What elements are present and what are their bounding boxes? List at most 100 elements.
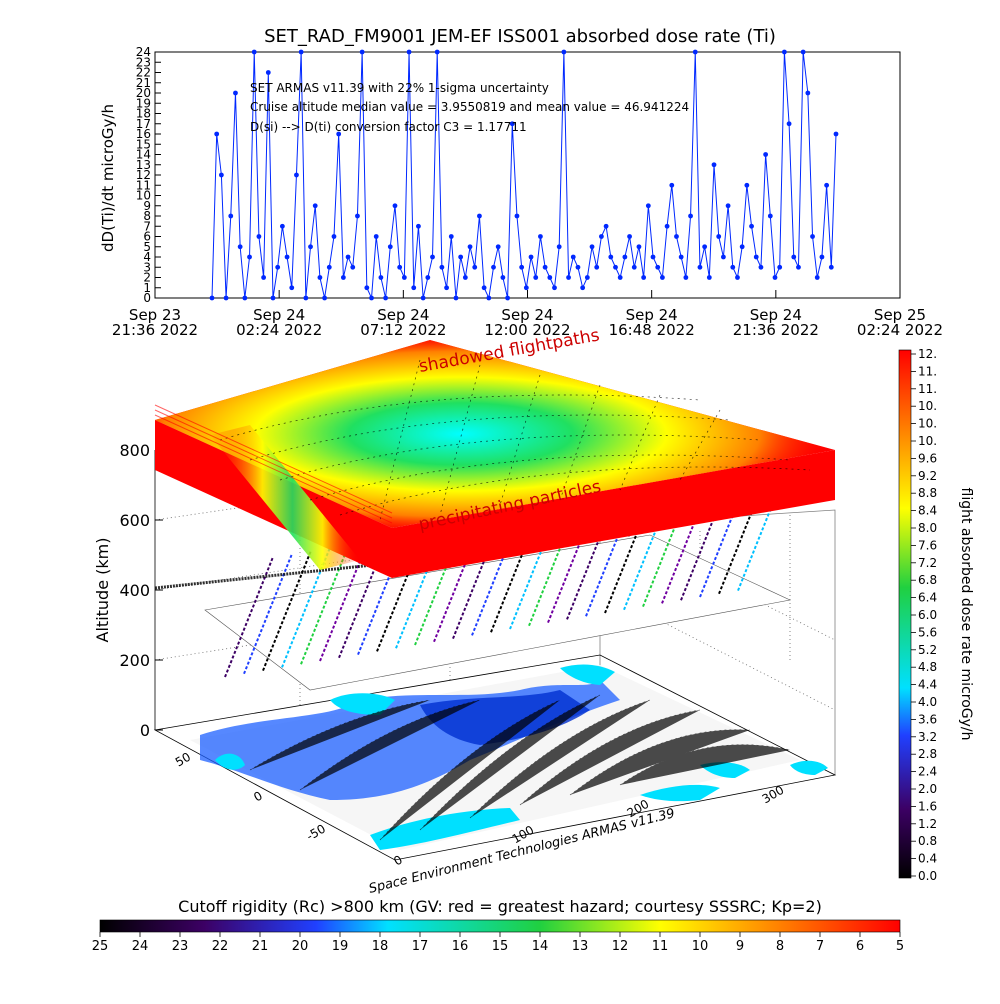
dose-rate-point [218, 172, 224, 178]
dose-rate-point [636, 244, 642, 250]
rigidity-tick-label: 20 [292, 939, 309, 954]
rigidity-tick-label: 13 [572, 939, 589, 954]
dose-rate-point [284, 254, 290, 260]
lon-tick-0: 0 [391, 853, 405, 869]
cutoff-rigidity-colorbar-ticks: 25 24 23 22 21 20 19 18 17 16 15 14 13 12 11 10 9 8 7 6 5 [92, 932, 904, 954]
y-tick-label: 20 [136, 86, 151, 100]
dose-rate-point [228, 213, 234, 219]
dose-rate-point [697, 264, 703, 270]
floor-map [190, 664, 828, 850]
altitude-tick-label: 200 [119, 651, 150, 670]
dose-rate-point [777, 264, 783, 270]
dose-rate-point [505, 295, 510, 301]
dose-rate-point [312, 203, 318, 209]
dose-rate-point [326, 264, 332, 270]
y-tick-label: 6 [143, 230, 151, 244]
rigidity-tick-label: 7 [816, 939, 824, 954]
dose-rate-point [444, 285, 449, 291]
dose-rate-point [378, 275, 384, 280]
dose-rate-point [481, 285, 487, 291]
dose-rate-point [477, 213, 482, 219]
x-tick-label-date: Sep 25 [874, 306, 926, 324]
altitude-tick-label: 600 [119, 511, 150, 530]
lon-tick-300: 300 [760, 783, 787, 807]
dose-rate-point [486, 295, 492, 301]
dose-rate-point [495, 244, 501, 250]
y-tick-label: 1 [143, 281, 151, 295]
rigidity-tick-label: 22 [212, 939, 229, 954]
colorbar-tick-label: 7.2 [918, 556, 937, 570]
dose-rate-point [688, 213, 693, 219]
colorbar-tick-label: 5.2 [918, 643, 937, 657]
dose-rate-point [223, 295, 229, 301]
altitude-tick-label: 800 [119, 441, 150, 460]
x-tick-label-time: 12:00 2022 [484, 321, 570, 339]
y-tick-label: 11 [136, 178, 151, 192]
y-tick-label: 3 [143, 260, 151, 274]
dose-rate-point [331, 234, 337, 239]
dose-rate-point [763, 152, 769, 157]
y-tick-label: 18 [136, 107, 151, 121]
dose-rate-point [566, 275, 571, 280]
rigidity-tick-label: 19 [332, 939, 349, 954]
dose-rate-point [270, 295, 276, 301]
colorbar-tick-label: 8.0 [918, 521, 937, 535]
rigidity-tick-label: 10 [692, 939, 709, 954]
dose-rate-point [289, 285, 295, 291]
annotation-model: SET ARMAS v11.39 with 22% 1-sigma uncert… [250, 81, 549, 95]
colorbar-tick-label: 11. [918, 364, 937, 378]
dose-rate-point [392, 203, 398, 209]
rigidity-tick-label: 21 [252, 939, 269, 954]
dose-rate-point [692, 49, 698, 55]
dose-rate-point [448, 234, 454, 239]
colorbar-tick-label: 12. [918, 347, 937, 361]
dose-rate-point [805, 90, 811, 96]
y-tick-label: 14 [136, 148, 151, 162]
colorbar-tick-label: 4.8 [918, 660, 937, 674]
altitude-tick-label: 0 [140, 721, 150, 740]
dose-rate-point [650, 254, 656, 260]
colorbar-tick-label: 3.2 [918, 730, 937, 744]
dose-rate-point [373, 234, 379, 239]
dose-rate-point [528, 254, 534, 260]
dose-rate-point [509, 121, 515, 127]
dose-rate-point [458, 254, 464, 260]
y-tick-label: 19 [136, 96, 151, 110]
dose-rate-point [706, 275, 712, 280]
dose-rate-point [608, 254, 614, 260]
x-tick-label-date: Sep 24 [377, 306, 429, 324]
colorbar-tick-label: 2.0 [918, 782, 937, 796]
y-tick-label: 23 [136, 55, 151, 69]
annotation-conversion: D(si) --> D(ti) conversion factor C3 = 1… [250, 120, 527, 134]
altitude-axis: 0 200 400 600 800 [119, 441, 163, 740]
dose-rate-point [781, 49, 787, 55]
dose-rate-point [570, 254, 576, 260]
dose-rate-point [796, 264, 801, 270]
dose-rate-point [800, 49, 806, 55]
dose-rate-point [491, 264, 496, 270]
rigidity-tick-label: 8 [776, 939, 784, 954]
dose-rate-point [430, 254, 435, 260]
dose-rate-point [453, 295, 459, 301]
rigidity-tick-label: 25 [92, 939, 109, 954]
top-chart-title: SET_RAD_FM9001 JEM-EF ISS001 absorbed do… [264, 26, 776, 47]
colorbar-tick-label: 0.4 [918, 852, 937, 866]
colorbar-tick-label: 6.0 [918, 608, 937, 622]
colorbar-tick-label: 3.6 [918, 712, 937, 726]
dose-rate-point [514, 213, 520, 219]
colorbar-tick-label: 1.2 [918, 817, 937, 831]
dose-rate-point [369, 295, 374, 301]
dose-rate-point [767, 213, 773, 219]
dose-rate-point [383, 295, 388, 301]
colorbar-tick-label: 6.4 [918, 591, 937, 605]
dose-rate-point [772, 275, 778, 280]
colorbar-tick-label: 11. [918, 382, 937, 396]
dose-rate-point [660, 275, 665, 280]
lat-tick-south: -50 [304, 822, 328, 844]
y-tick-label: 7 [143, 219, 151, 233]
dose-rate-point [233, 90, 238, 96]
dose-rate-point [594, 264, 600, 270]
top-y-axis-label: dD(Ti)/dt microGy/h [99, 104, 117, 252]
dose-rate-series [209, 49, 839, 301]
